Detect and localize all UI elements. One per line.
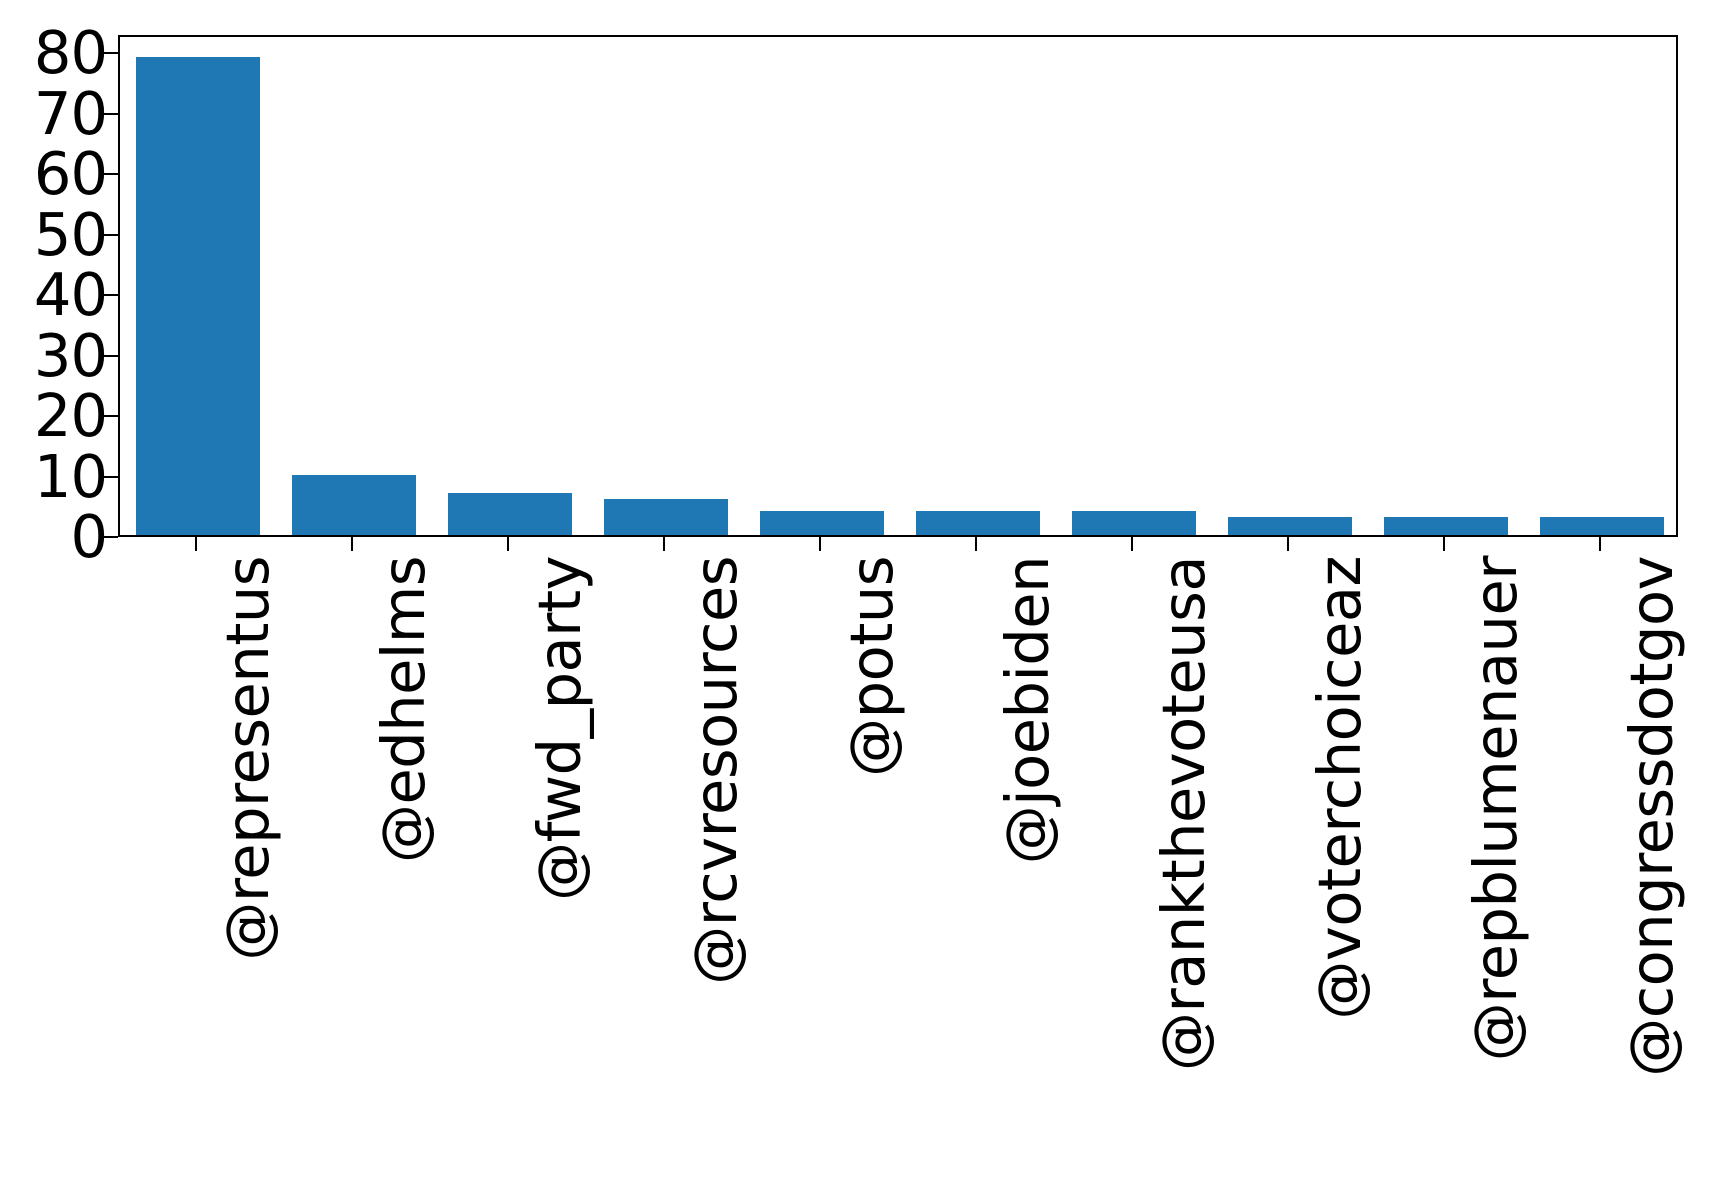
y-axis-tick-label: 70 [33, 78, 108, 148]
x-axis-tick-mark [663, 537, 665, 551]
x-axis-tick-label: @repblumenauer [1461, 556, 1530, 1062]
y-axis-tick-label: 30 [33, 320, 108, 390]
y-axis-tick-label: 0 [70, 502, 108, 571]
x-axis-tick-mark [819, 537, 821, 551]
bar-representus [135, 57, 261, 535]
x-axis-tick-mark [1131, 537, 1133, 551]
y-axis-tick-mark [104, 173, 118, 176]
x-axis-tick-label: @potus [837, 556, 906, 777]
bar-repblumenauer [1383, 516, 1509, 535]
y-axis-tick-mark [104, 475, 118, 478]
y-axis-tick-label: 50 [33, 199, 108, 269]
y-axis-tick-mark [104, 294, 118, 297]
y-axis-tick-label: 80 [33, 18, 108, 88]
y-axis-tick-mark [104, 354, 118, 357]
x-axis-tick-label: @representus [213, 556, 282, 961]
x-axis-tick-label: @joebiden [993, 556, 1062, 865]
x-axis-tick-label: @congressdotgov [1617, 556, 1686, 1077]
bar-potus [759, 510, 885, 535]
y-axis-tick-mark [104, 415, 118, 418]
bar-voterchoiceaz [1227, 516, 1353, 535]
bar-congressdotgov [1539, 516, 1665, 535]
bar-rcvresources [603, 498, 729, 535]
y-axis-tick-mark [104, 52, 118, 55]
x-axis-tick-mark [507, 537, 509, 551]
x-axis-tick-mark [351, 537, 353, 551]
x-axis-tick-label: @rankthevoteusa [1149, 556, 1218, 1072]
x-axis-tick-label: @rcvresources [681, 556, 750, 985]
x-axis-tick-mark [1443, 537, 1445, 551]
x-axis-tick-mark [975, 537, 977, 551]
y-axis-tick-mark [104, 112, 118, 115]
x-axis-tick-mark [1599, 537, 1601, 551]
bar-edhelms [291, 474, 417, 535]
y-axis-tick-mark [104, 536, 118, 538]
y-axis-tick-label: 20 [33, 381, 108, 451]
y-axis-tick-label: 60 [33, 139, 108, 209]
x-axis-tick-label: @fwd_party [525, 556, 594, 901]
x-axis-tick-label: @edhelms [369, 556, 438, 864]
y-axis-tick-label: 10 [33, 441, 108, 511]
bar-fwd_party [447, 492, 573, 535]
bar-rankthevoteusa [1071, 510, 1197, 535]
y-axis-tick-mark [104, 233, 118, 236]
x-axis-tick-mark [1287, 537, 1289, 551]
bar-joebiden [915, 510, 1041, 535]
y-axis-tick-label: 40 [33, 260, 108, 330]
x-axis-tick-mark [195, 537, 197, 551]
plot-area [118, 35, 1678, 537]
x-axis-tick-label: @voterchoiceaz [1305, 556, 1374, 1020]
